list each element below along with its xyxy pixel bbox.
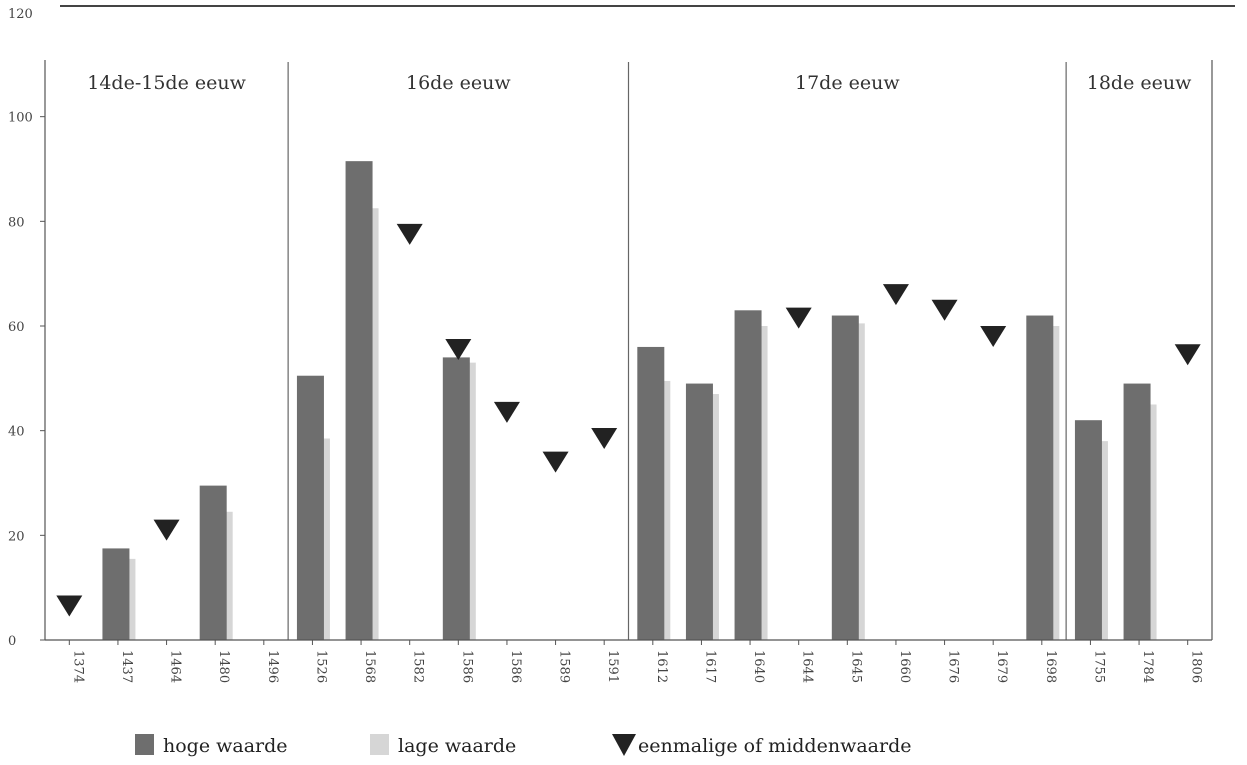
period-sections: 14de-15de eeuw 16de eeuw 17de eeuw 18de eeu…	[87, 62, 1192, 640]
marker-middenwaarde	[980, 325, 1007, 347]
x-tick-label: 1582	[411, 650, 426, 683]
marker-middenwaarde	[931, 299, 958, 321]
bar-hoge-waarde	[345, 161, 373, 640]
x-tick-label: 1480	[216, 650, 231, 683]
bar-hoge-waarde	[734, 310, 762, 640]
bar-hoge-waarde	[1074, 420, 1102, 640]
marker-middenwaarde	[56, 595, 83, 617]
x-tick-label: 1617	[702, 650, 717, 683]
period-label: 14de-15de eeuw	[87, 72, 246, 94]
marker-middenwaarde	[153, 519, 180, 541]
x-tick-label: 1586	[508, 650, 523, 683]
x-tick-label: 1612	[654, 650, 669, 683]
x-tick-label: 1755	[1091, 650, 1106, 683]
x-tick-label: 1784	[1140, 650, 1155, 683]
x-tick-label: 1660	[897, 650, 912, 683]
y-tick-label: 100	[8, 111, 33, 126]
bar-hoge-waarde	[1123, 383, 1151, 640]
bar-hoge-waarde	[296, 375, 324, 640]
x-tick-label: 1526	[313, 650, 328, 683]
bar-hoge-waarde	[199, 485, 227, 640]
marker-middenwaarde	[396, 223, 423, 245]
period-label: 17de eeuw	[795, 72, 900, 94]
bar-hoge-waarde	[442, 357, 470, 640]
x-tick-label: 1496	[265, 650, 280, 683]
period-label: 18de eeuw	[1087, 72, 1192, 94]
x-tick-label: 1591	[605, 650, 620, 683]
x-tick-label: 1464	[168, 650, 183, 683]
x-tick-label: 1806	[1189, 650, 1204, 683]
y-tick-label: 80	[8, 215, 25, 230]
x-tick-label: 1640	[751, 650, 766, 683]
legend-swatch	[135, 734, 154, 755]
x-tick-label: 1679	[994, 650, 1009, 683]
x-tick-label: 1676	[946, 650, 961, 683]
bar-hoge-waarde	[102, 548, 130, 640]
x-axis: 1374 1437 1464 1480 1496 1526 1568 1582 1586 1586…	[45, 639, 1212, 683]
x-tick-label: 1586	[459, 650, 474, 683]
x-tick-label: 1589	[557, 650, 572, 683]
y-tick-label: 40	[8, 425, 25, 440]
period-label: 16de eeuw	[406, 72, 511, 94]
y-tick-label: 0	[8, 634, 16, 649]
y-axis: 0 20 40 60 80 100 120	[8, 7, 1213, 649]
marker-middenwaarde	[591, 428, 618, 450]
bars	[102, 161, 1157, 640]
bar-hoge-waarde	[831, 315, 859, 640]
legend: hoge waarde lage waarde eenmalige of midde…	[135, 734, 912, 757]
x-tick-label: 1645	[848, 650, 863, 683]
marker-middenwaarde	[445, 339, 472, 361]
x-tick-label: 1568	[362, 650, 377, 683]
x-tick-label: 1437	[119, 650, 134, 683]
legend-label: hoge waarde	[163, 735, 288, 757]
legend-swatch	[370, 734, 389, 755]
y-tick-label: 120	[8, 7, 33, 22]
marker-middenwaarde	[1174, 344, 1201, 366]
y-tick-label: 20	[8, 529, 25, 544]
legend-label: lage waarde	[398, 735, 516, 757]
y-tick-label: 60	[8, 320, 25, 335]
x-tick-label: 1698	[1043, 650, 1058, 683]
markers	[56, 223, 1201, 617]
bar-hoge-waarde	[685, 383, 713, 640]
x-tick-label: 1644	[800, 650, 815, 683]
bar-hoge-waarde	[637, 346, 665, 640]
legend-swatch-triangle	[612, 734, 636, 756]
legend-label: eenmalige of middenwaarde	[638, 735, 912, 757]
marker-middenwaarde	[542, 451, 569, 473]
x-tick-label: 1374	[70, 650, 85, 683]
marker-middenwaarde	[493, 401, 520, 423]
marker-middenwaarde	[882, 284, 909, 306]
marker-middenwaarde	[785, 307, 812, 329]
bar-hoge-waarde	[1026, 315, 1054, 640]
